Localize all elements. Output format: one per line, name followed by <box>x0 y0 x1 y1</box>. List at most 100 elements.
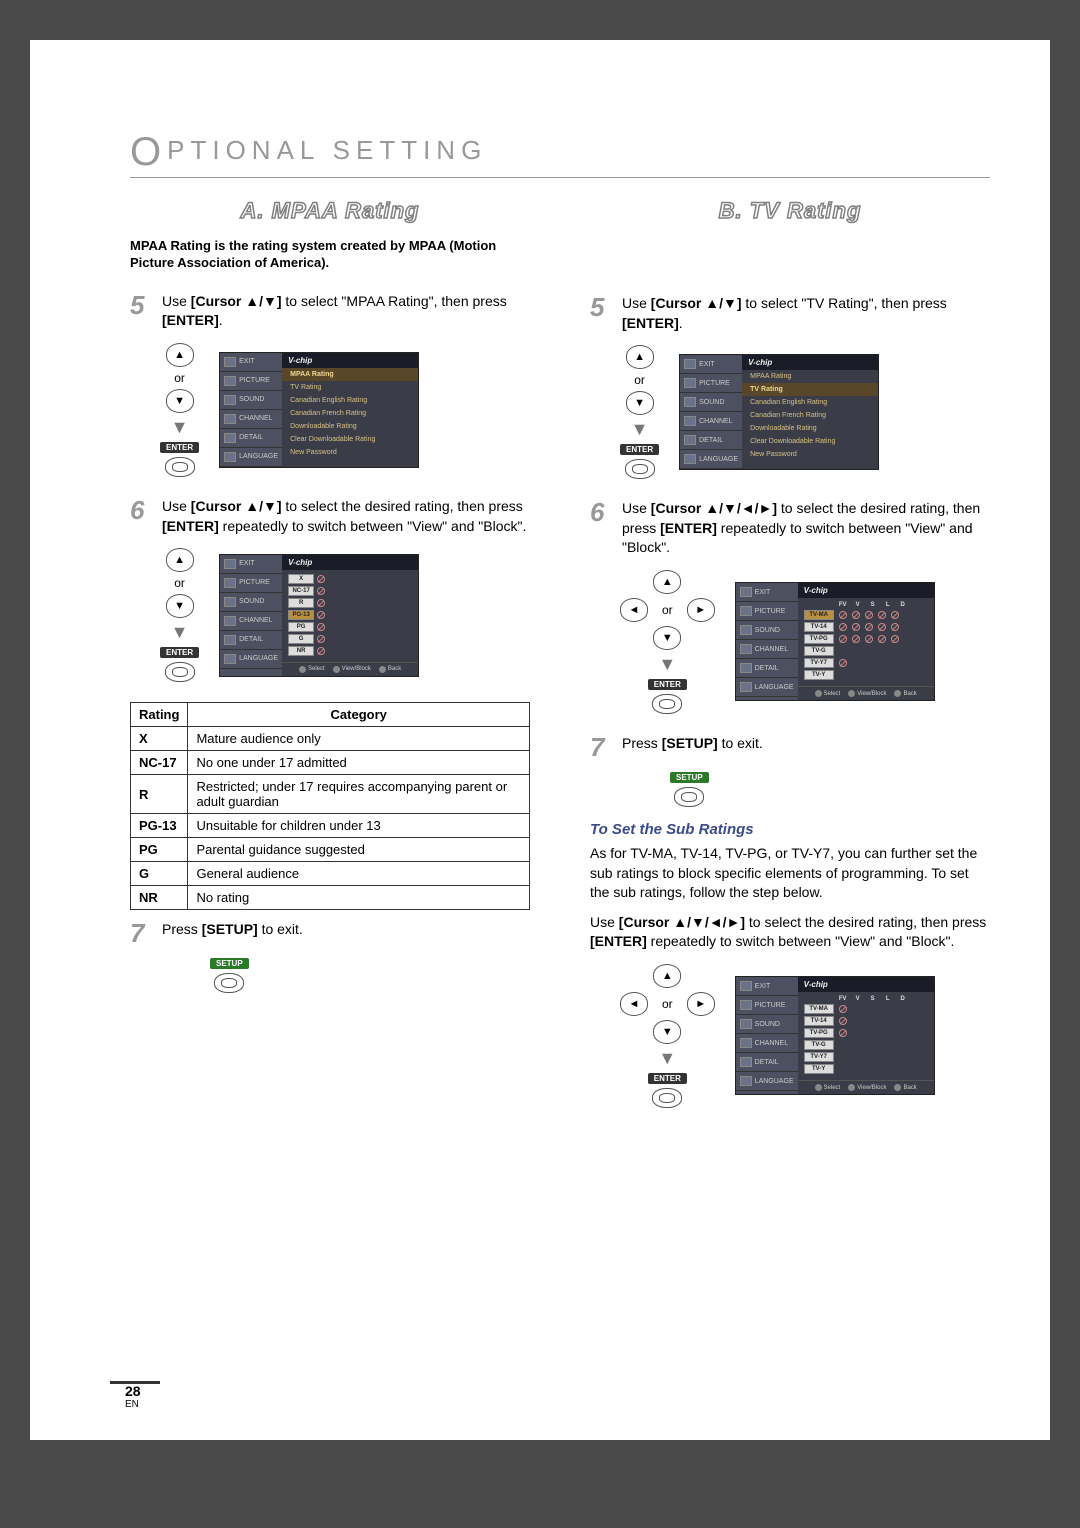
page-header: OPTIONAL SETTING <box>130 130 990 178</box>
or-label: or <box>662 603 673 617</box>
osd-side-item: SOUND <box>736 621 798 640</box>
table-cell: No rating <box>188 886 530 910</box>
osd-sidebar: EXITPICTURESOUNDCHANNELDETAILLANGUAGE <box>220 555 282 676</box>
osd-side-item: EXIT <box>680 355 742 374</box>
table-cell: Parental guidance suggested <box>188 838 530 862</box>
osd-side-item: CHANNEL <box>220 612 282 631</box>
table-cell: X <box>131 727 188 751</box>
osd-side-item: PICTURE <box>736 996 798 1015</box>
osd-main: V-chip MPAA RatingTV RatingCanadian Engl… <box>742 355 878 469</box>
osd-menu-item: Canadian English Rating <box>742 396 878 409</box>
figure-6a: ▲ or ▼ ▼ ENTER EXITPICTURESOUNDCHANNELDE… <box>160 548 530 682</box>
header-text: PTIONAL SETTING <box>167 135 487 165</box>
remote-setup: SETUP <box>670 772 709 807</box>
osd-sidebar: EXITPICTURESOUNDCHANNELDETAILLANGUAGE <box>736 977 798 1094</box>
remote-dpad: ▲ ◄ or ► ▼ ▼ ENTER <box>620 570 715 714</box>
up-button: ▲ <box>166 548 194 572</box>
right-button: ► <box>687 598 715 622</box>
block-icon <box>317 611 325 619</box>
osd-main: V-chip FVVSLDTV-MATV-14TV-PGTV-GTV-Y7TV-… <box>798 977 934 1094</box>
remote-dpad: ▲ ◄ or ► ▼ ▼ ENTER <box>620 964 715 1108</box>
step-num: 6 <box>130 497 152 523</box>
osd-sub-ratings: EXITPICTURESOUNDCHANNELDETAILLANGUAGE V-… <box>735 976 935 1095</box>
right-button: ► <box>687 992 715 1016</box>
down-arrow-icon: ▼ <box>658 1048 676 1069</box>
setup-label: SETUP <box>210 958 249 969</box>
osd-side-item: LANGUAGE <box>220 448 282 467</box>
block-icon <box>865 635 873 643</box>
osd-rating-row: TV-PG <box>804 634 928 644</box>
osd-rating-row: X <box>288 574 412 584</box>
osd-side-item: PICTURE <box>736 602 798 621</box>
block-icon <box>891 611 899 619</box>
osd-menu-item: TV Rating <box>282 381 418 394</box>
table-row: GGeneral audience <box>131 862 530 886</box>
table-cell: NR <box>131 886 188 910</box>
osd-rating-row: TV-G <box>804 1040 928 1050</box>
osd-rating-row: TV-PG <box>804 1028 928 1038</box>
osd-side-item: CHANNEL <box>736 1034 798 1053</box>
enter-label: ENTER <box>620 444 659 455</box>
osd-main: V-chip MPAA RatingTV RatingCanadian Engl… <box>282 353 418 467</box>
step-5b: 5 Use [Cursor ▲/▼] to select "TV Rating"… <box>590 294 990 333</box>
osd-rating-row: TV-Y7 <box>804 658 928 668</box>
remote-updown: ▲ or ▼ ▼ ENTER <box>160 548 199 682</box>
step-text: Press [SETUP] to exit. <box>162 920 303 940</box>
osd-side-item: LANGUAGE <box>680 450 742 469</box>
osd-rating-row: NC-17 <box>288 586 412 596</box>
block-icon <box>839 659 847 667</box>
osd-side-item: SOUND <box>220 391 282 410</box>
osd-rating-row: TV-Y <box>804 670 928 680</box>
table-cell: Mature audience only <box>188 727 530 751</box>
osd-menu-item: New Password <box>742 448 878 461</box>
setup-button <box>674 787 704 807</box>
osd-sidebar: EXITPICTURESOUNDCHANNELDETAILLANGUAGE <box>220 353 282 467</box>
block-icon <box>317 647 325 655</box>
down-arrow-icon: ▼ <box>171 417 189 438</box>
osd-side-item: DETAIL <box>736 659 798 678</box>
down-button: ▼ <box>166 594 194 618</box>
figure-sub: ▲ ◄ or ► ▼ ▼ ENTER EXITPICTURESOUNDCHANN… <box>620 964 990 1108</box>
osd-side-item: DETAIL <box>220 429 282 448</box>
table-cell: Restricted; under 17 requires accompanyi… <box>188 775 530 814</box>
table-cell: No one under 17 admitted <box>188 751 530 775</box>
step-text: Use [Cursor ▲/▼] to select the desired r… <box>162 497 530 536</box>
step-7a: 7 Press [SETUP] to exit. <box>130 920 530 946</box>
or-label: or <box>174 576 185 590</box>
table-cell: R <box>131 775 188 814</box>
osd-side-item: LANGUAGE <box>736 1072 798 1091</box>
osd-side-item: SOUND <box>680 393 742 412</box>
osd-menu-item: MPAA Rating <box>282 368 418 381</box>
or-label: or <box>174 371 185 385</box>
step-num: 6 <box>590 499 612 525</box>
osd-rating-row: TV-14 <box>804 622 928 632</box>
osd-side-item: CHANNEL <box>736 640 798 659</box>
left-button: ◄ <box>620 992 648 1016</box>
enter-button <box>625 459 655 479</box>
block-icon <box>891 623 899 631</box>
osd-side-item: DETAIL <box>680 431 742 450</box>
osd-title: V-chip <box>798 977 934 992</box>
osd-main: V-chip XNC-17RPG-13PGGNR Select View/Blo… <box>282 555 418 676</box>
osd-menu-item: TV Rating <box>742 383 878 396</box>
enter-label: ENTER <box>160 442 199 453</box>
osd-menu-item: Canadian English Rating <box>282 394 418 407</box>
step-num: 7 <box>590 734 612 760</box>
block-icon <box>852 611 860 619</box>
osd-footer: Select View/Block Back <box>798 686 934 700</box>
osd-side-item: CHANNEL <box>220 410 282 429</box>
block-icon <box>878 623 886 631</box>
step-num: 5 <box>130 292 152 318</box>
step-text: Use [Cursor ▲/▼/◄/►] to select the desir… <box>622 499 990 558</box>
osd-menu-item: Canadian French Rating <box>282 407 418 420</box>
osd-side-item: EXIT <box>736 583 798 602</box>
page-number: 28 EN <box>125 1383 141 1410</box>
osd-sidebar: EXITPICTURESOUNDCHANNELDETAILLANGUAGE <box>736 583 798 700</box>
osd-menu-item: Canadian French Rating <box>742 409 878 422</box>
osd-menu-item: Downloadable Rating <box>282 420 418 433</box>
block-icon <box>865 611 873 619</box>
osd-rating-row: NR <box>288 646 412 656</box>
osd-rating-row: TV-14 <box>804 1016 928 1026</box>
osd-side-item: DETAIL <box>220 631 282 650</box>
sub-ratings-instr: Use [Cursor ▲/▼/◄/►] to select the desir… <box>590 913 990 952</box>
